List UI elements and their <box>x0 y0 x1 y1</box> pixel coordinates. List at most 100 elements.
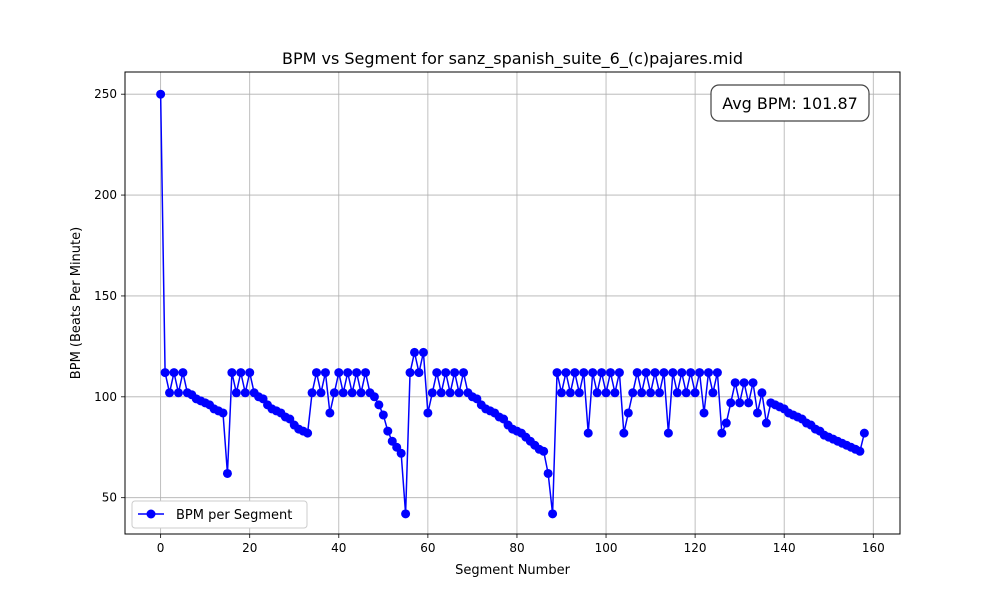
data-point <box>405 368 415 378</box>
y-tick-label: 250 <box>94 87 117 101</box>
x-tick-label: 0 <box>157 541 165 555</box>
data-point <box>178 368 188 378</box>
data-point <box>668 368 678 378</box>
data-point <box>383 426 393 436</box>
series-line <box>159 94 866 514</box>
data-point <box>338 388 348 398</box>
data-point <box>378 410 388 420</box>
data-point <box>418 347 428 357</box>
data-point <box>303 428 313 438</box>
data-point <box>735 398 745 408</box>
data-point <box>539 446 549 456</box>
data-point <box>588 368 598 378</box>
chart-title: BPM vs Segment for sanz_spanish_suite_6_… <box>282 49 743 69</box>
data-point <box>663 428 673 438</box>
data-point <box>614 368 624 378</box>
data-point <box>552 368 562 378</box>
data-point <box>686 368 696 378</box>
data-point <box>222 468 232 478</box>
data-point <box>695 368 705 378</box>
y-tick-label: 150 <box>94 289 117 303</box>
data-point <box>677 368 687 378</box>
data-point <box>329 388 339 398</box>
data-point <box>312 368 322 378</box>
x-axis-ticks: 0 20 40 60 80 100 120 140 160 <box>157 534 885 555</box>
data-point <box>325 408 335 418</box>
data-point <box>240 388 250 398</box>
data-point <box>347 388 357 398</box>
data-point <box>739 378 749 388</box>
data-point <box>334 368 344 378</box>
data-point <box>441 368 451 378</box>
y-tick-label: 200 <box>94 188 117 202</box>
data-point <box>156 89 166 99</box>
data-point <box>548 509 558 519</box>
data-point <box>459 368 469 378</box>
legend: BPM per Segment <box>131 500 308 529</box>
data-point <box>343 368 353 378</box>
data-point <box>414 368 424 378</box>
data-point <box>245 368 255 378</box>
data-point <box>396 448 406 458</box>
data-point <box>427 388 437 398</box>
data-point <box>859 428 869 438</box>
data-point <box>690 388 700 398</box>
x-axis-label: Segment Number <box>455 563 571 578</box>
data-point <box>356 388 366 398</box>
data-point <box>320 368 330 378</box>
data-point <box>218 408 228 418</box>
data-point <box>748 378 758 388</box>
x-tick-label: 20 <box>242 541 257 555</box>
data-point <box>160 368 170 378</box>
x-tick-label: 80 <box>509 541 524 555</box>
data-point <box>450 368 460 378</box>
data-point <box>227 368 237 378</box>
data-point <box>592 388 602 398</box>
x-tick-label: 40 <box>331 541 346 555</box>
data-point <box>410 347 420 357</box>
legend-marker <box>146 509 156 519</box>
data-point <box>757 388 767 398</box>
data-point <box>165 388 175 398</box>
data-point <box>672 388 682 398</box>
data-point <box>361 368 371 378</box>
data-point <box>401 509 411 519</box>
y-tick-label: 50 <box>102 491 117 505</box>
data-point <box>659 368 669 378</box>
data-point <box>717 428 727 438</box>
y-axis-label: BPM (Beats Per Minute) <box>69 227 84 379</box>
data-point <box>579 368 589 378</box>
data-point <box>712 368 722 378</box>
data-point <box>173 388 183 398</box>
data-point <box>628 388 638 398</box>
data-point <box>699 408 709 418</box>
avg-annotation: Avg BPM: 101.87 <box>710 84 870 122</box>
data-point <box>307 388 317 398</box>
data-point <box>721 418 731 428</box>
data-point <box>601 388 611 398</box>
data-point <box>574 388 584 398</box>
data-point <box>556 388 566 398</box>
x-tick-label: 140 <box>773 541 796 555</box>
data-point <box>236 368 246 378</box>
data-point <box>619 428 629 438</box>
data-point <box>703 368 713 378</box>
data-point <box>454 388 464 398</box>
data-point <box>561 368 571 378</box>
data-point <box>632 368 642 378</box>
grid <box>125 72 900 534</box>
data-point <box>352 368 362 378</box>
data-point <box>605 368 615 378</box>
x-tick-label: 160 <box>862 541 885 555</box>
plot-area <box>124 71 901 535</box>
data-point <box>681 388 691 398</box>
data-point <box>654 388 664 398</box>
x-tick-label: 100 <box>595 541 618 555</box>
data-point <box>708 388 718 398</box>
x-tick-label: 60 <box>420 541 435 555</box>
data-point <box>374 400 384 410</box>
legend-box <box>131 500 308 529</box>
data-point <box>855 446 865 456</box>
